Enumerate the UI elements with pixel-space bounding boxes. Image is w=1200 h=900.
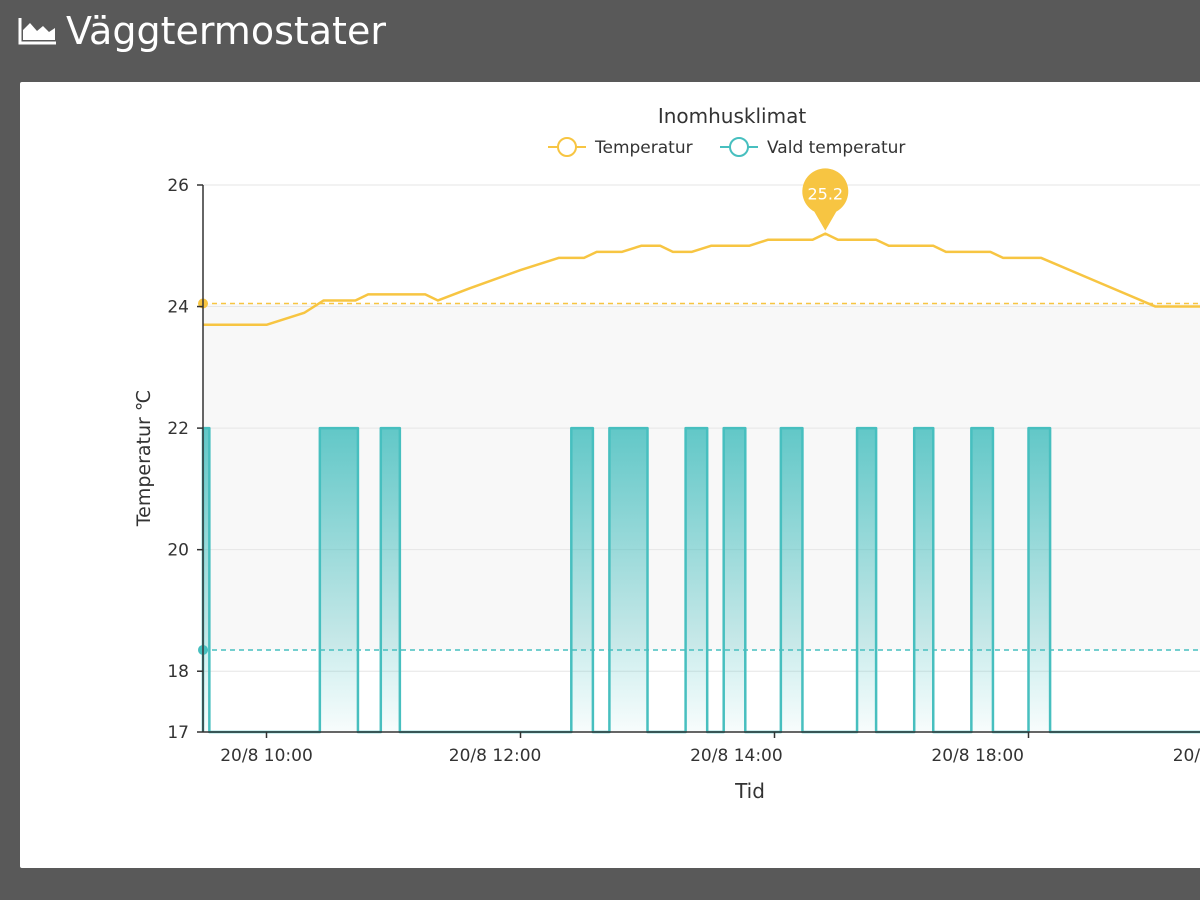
legend: Temperatur Vald temperatur (548, 137, 905, 158)
set-temperature-area (1028, 428, 1051, 732)
marker-pin (802, 168, 849, 231)
temperature-chart: Inomhusklimat Temperatur Vald temperatur… (133, 104, 1200, 803)
legend-label-set-temperature: Vald temperatur (767, 138, 905, 158)
y-tick-label: 24 (167, 298, 189, 318)
y-axis-title: Temperatur ℃ (133, 390, 155, 527)
legend-label-temperature: Temperatur (594, 138, 693, 158)
set-temperature-area (857, 428, 877, 732)
set-temperature-area (723, 428, 746, 732)
set-temperature-area (685, 428, 708, 732)
chart-card: Inomhusklimat Temperatur Vald temperatur… (20, 82, 1200, 868)
chart-title: Inomhusklimat (658, 104, 806, 128)
app-header: Väggtermostater (0, 0, 1200, 62)
set-temperature-area (914, 428, 934, 732)
x-tick-label: 20/8 10:00 (220, 746, 313, 766)
x-tick-label: 20/8 12:00 (449, 746, 542, 766)
x-axis-title: Tid (734, 779, 765, 803)
x-tick-label: 20/8 18:00 (931, 746, 1024, 766)
temperature-line (203, 232, 1200, 327)
temperature-marker[interactable]: 25.2 (802, 168, 849, 231)
y-tick-label: 20 (167, 541, 189, 561)
page-title: Väggtermostater (66, 9, 386, 53)
marker-label: 25.2 (807, 185, 843, 204)
set-temperature-area (203, 428, 210, 732)
set-temperature-area (319, 428, 358, 732)
area-chart-icon (18, 18, 56, 45)
set-temperature-area (571, 428, 593, 732)
set-temperature-area (780, 428, 803, 732)
legend-item-set-temperature[interactable]: Vald temperatur (720, 137, 905, 158)
set-temperature-area (380, 428, 400, 732)
y-tick-label: 18 (167, 662, 189, 682)
legend-item-temperature[interactable]: Temperatur (548, 137, 693, 158)
set-temperature-area (971, 428, 993, 732)
x-tick-label: 20/8 14:00 (690, 746, 783, 766)
x-tick-label: 20/8 21:00 (1173, 746, 1200, 766)
y-tick-label: 17 (167, 723, 189, 743)
y-tick-label: 22 (167, 419, 189, 439)
y-tick-label: 26 (167, 176, 189, 196)
set-temperature-area (609, 428, 648, 732)
